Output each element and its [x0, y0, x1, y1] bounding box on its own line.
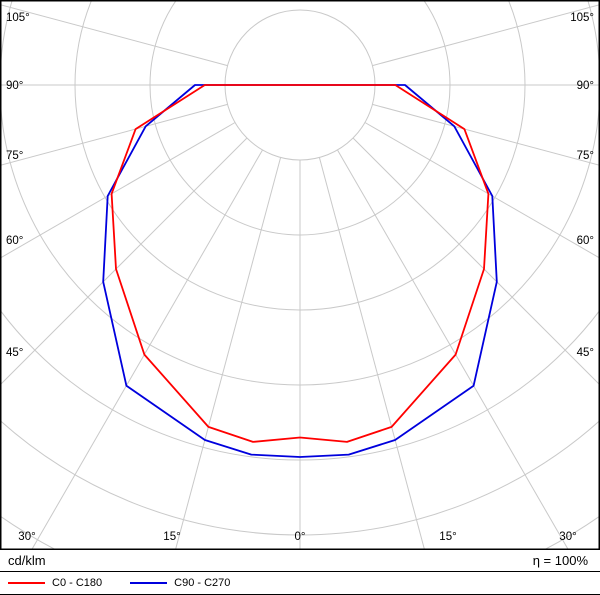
angle-tick-label: 15° — [439, 531, 456, 543]
grid-spoke — [337, 149, 570, 550]
angle-tick-label: 30° — [559, 531, 576, 543]
legend-label-c0-c180: C0 - C180 — [52, 576, 103, 589]
polar-plot: 105° 90° 75° 60° 45° 105° 90° 75° 60° 45° 30° 15° 0°… — [0, 0, 600, 550]
plot-border — [0, 0, 600, 550]
units-label: cd/klm — [8, 553, 46, 568]
grid-spoke — [30, 149, 263, 550]
angle-tick-label: 90° — [577, 80, 594, 92]
polar-grid-and-curves — [0, 0, 600, 550]
grid-spoke — [318, 157, 426, 550]
polar-diagram-svg: 105° 90° 75° 60° 45° 105° 90° 75° 60° 45° 30° 15° 0°… — [0, 0, 600, 550]
angle-tick-label: 60° — [6, 235, 23, 247]
curve-c90-c270 — [102, 84, 498, 458]
grid-spoke — [0, 103, 228, 166]
curve-c0-c180 — [110, 84, 490, 443]
grid-spoke — [0, 122, 236, 259]
legend-header-row: cd/klm η = 100% — [0, 550, 600, 572]
legend-entries-row: C0 - C180 C90 - C270 — [0, 572, 600, 593]
angle-tick-label: 45° — [6, 347, 23, 359]
angle-tick-label: 60° — [577, 235, 594, 247]
angle-tick-label: 75° — [6, 150, 23, 162]
grid-spoke — [372, 4, 600, 67]
efficiency-label: η = 100% — [532, 553, 588, 568]
angle-tick-label: 45° — [577, 347, 594, 359]
legend-swatch-c90-c270 — [130, 581, 168, 584]
legend-area: cd/klm η = 100% C0 - C180 C90 - C270 — [0, 550, 600, 595]
grid-spoke — [0, 4, 228, 67]
angle-tick-label: 105° — [570, 12, 594, 24]
grid-spoke — [174, 157, 282, 550]
legend-label-c90-c270: C90 - C270 — [174, 576, 231, 589]
grid-spoke — [0, 137, 248, 386]
grid-spoke — [352, 137, 600, 386]
angle-tick-label: 15° — [163, 531, 180, 543]
legend-swatch-c0-c180 — [8, 581, 45, 584]
grid-spoke — [372, 103, 600, 166]
angle-tick-label: 0° — [295, 531, 306, 543]
angle-tick-label: 90° — [6, 80, 23, 92]
angle-tick-label: 75° — [577, 150, 594, 162]
grid-spoke — [364, 122, 600, 259]
angle-tick-label: 30° — [18, 531, 35, 543]
angle-tick-label: 105° — [6, 12, 30, 24]
